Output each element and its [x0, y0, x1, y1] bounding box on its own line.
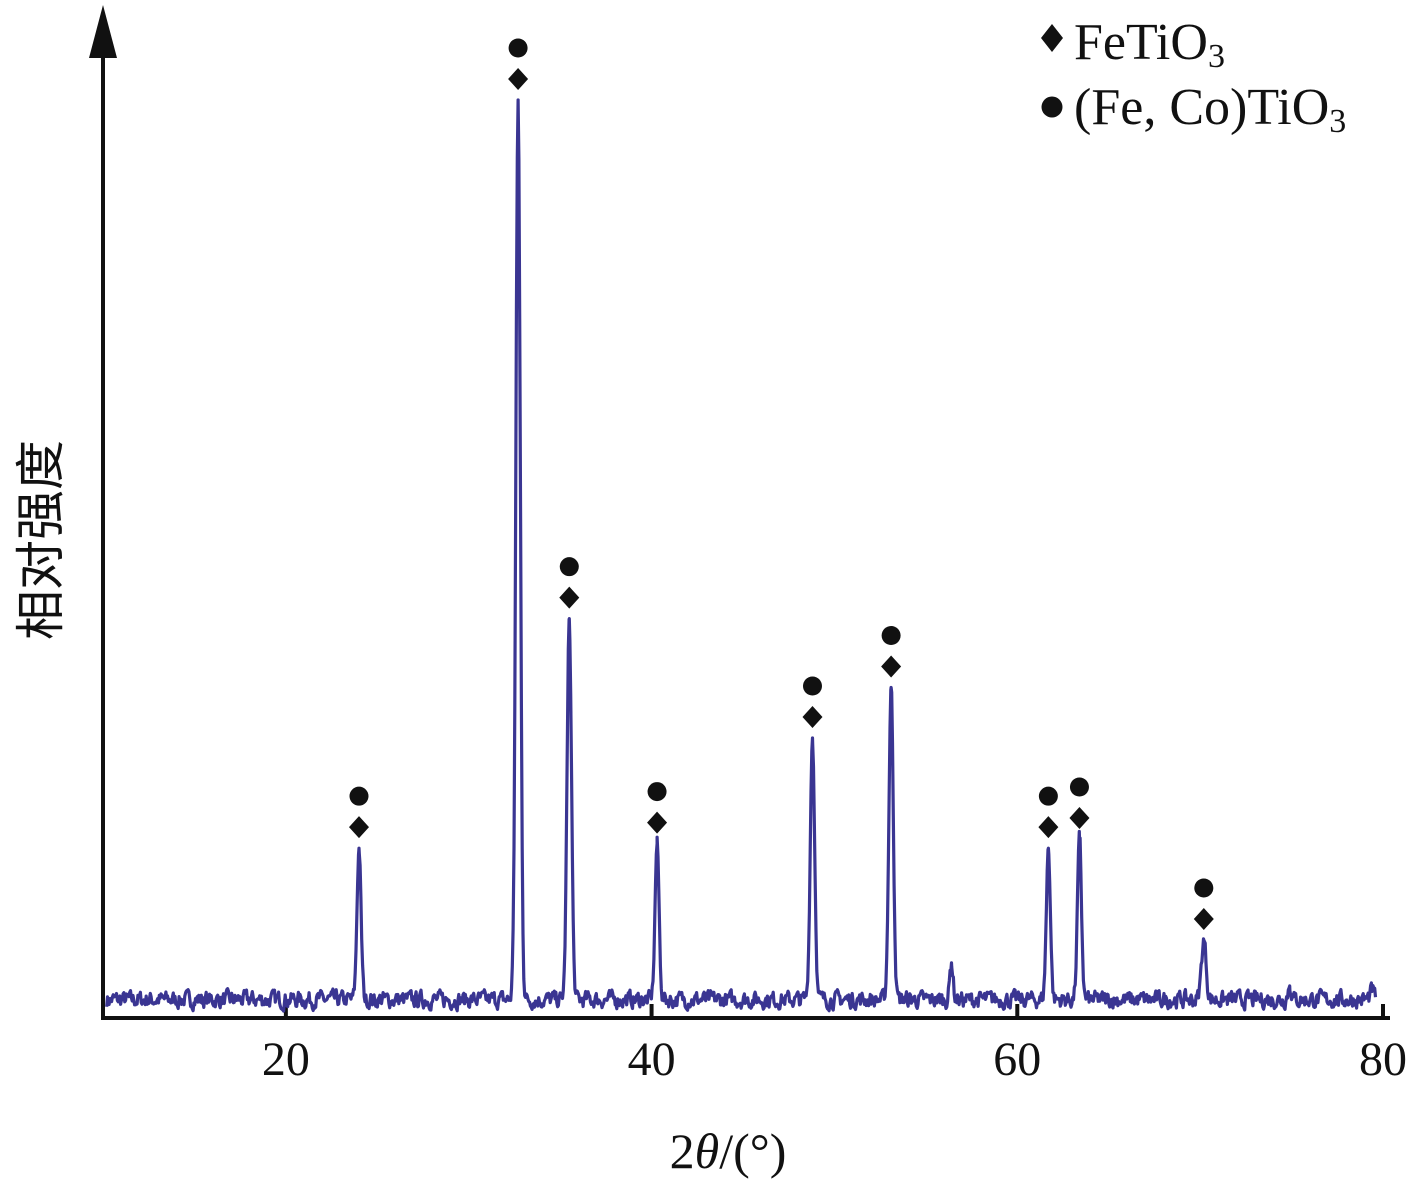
diamond-marker-1: [508, 68, 529, 90]
diamond-marker-8: [1193, 907, 1214, 930]
circle-marker-7: [1069, 777, 1089, 797]
x-axis-title-prefix: 2: [670, 1123, 695, 1179]
legend: FeTiO3 (Fe, Co)TiO3: [1041, 14, 1346, 140]
diamond-marker-0: [349, 816, 369, 839]
circle-marker-1: [508, 38, 528, 58]
legend-label-fetio3-sub: 3: [1208, 38, 1225, 75]
x-tick-label-20: 20: [262, 1033, 310, 1086]
diamond-marker-2: [559, 586, 580, 609]
diamond-marker-4: [802, 706, 823, 729]
x-axis-title-unit: /(°): [719, 1123, 786, 1179]
x-tick-label-80: 80: [1359, 1033, 1407, 1086]
y-axis-arrow: [89, 5, 117, 58]
x-axis-title-theta: θ: [695, 1123, 720, 1179]
circle-marker-8: [1194, 878, 1214, 898]
x-tick-label-60: 60: [993, 1033, 1041, 1086]
x-tick-label-40: 40: [628, 1033, 676, 1086]
y-axis-title: 相对强度: [12, 440, 70, 640]
circle-marker-6: [1038, 786, 1058, 806]
legend-diamond-icon: [1041, 24, 1063, 52]
diamond-marker-6: [1038, 816, 1059, 839]
phase-markers: [349, 38, 1214, 930]
x-axis-title: 2θ/(°): [670, 1123, 787, 1179]
legend-label-fecotio3-main: (Fe, Co)TiO: [1074, 79, 1329, 136]
legend-circle-icon: [1041, 96, 1063, 118]
circle-marker-5: [881, 626, 901, 646]
x-ticks: [283, 1004, 1385, 1018]
diamond-marker-3: [647, 811, 668, 834]
circle-marker-2: [559, 557, 579, 577]
axes: [89, 5, 1390, 1020]
xrd-pattern-line: [105, 98, 1378, 1013]
diamond-marker-7: [1069, 806, 1090, 829]
x-tick-labels: 20 40 60 80: [262, 1033, 1407, 1086]
legend-label-fecotio3-sub: 3: [1329, 103, 1346, 140]
legend-label-fecotio3: (Fe, Co)TiO3: [1074, 79, 1346, 140]
legend-label-fetio3-main: FeTiO: [1074, 14, 1208, 71]
diamond-marker-5: [881, 655, 902, 678]
circle-marker-3: [647, 782, 667, 802]
legend-label-fetio3: FeTiO3: [1074, 14, 1225, 75]
circle-marker-4: [802, 676, 822, 696]
circle-marker-0: [349, 786, 369, 806]
